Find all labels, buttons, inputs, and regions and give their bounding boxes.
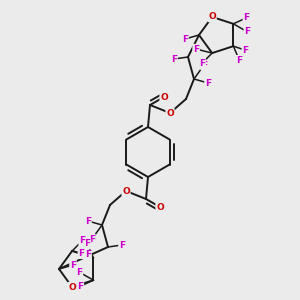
Text: O: O — [156, 202, 164, 211]
Text: F: F — [205, 79, 211, 88]
Text: F: F — [193, 45, 199, 54]
Text: F: F — [243, 13, 249, 22]
Text: F: F — [89, 235, 95, 244]
Text: F: F — [171, 55, 177, 64]
Text: F: F — [79, 236, 85, 245]
Text: F: F — [119, 241, 125, 250]
Text: F: F — [76, 268, 83, 277]
Text: F: F — [78, 249, 84, 258]
Text: F: F — [201, 61, 207, 70]
Text: F: F — [182, 34, 188, 43]
Text: F: F — [84, 239, 90, 248]
Text: F: F — [70, 260, 76, 269]
Text: F: F — [85, 217, 91, 226]
Text: O: O — [160, 92, 168, 101]
Text: O: O — [166, 109, 174, 118]
Text: F: F — [242, 46, 248, 55]
Text: F: F — [236, 56, 242, 65]
Text: F: F — [85, 250, 91, 260]
Text: O: O — [122, 187, 130, 196]
Text: O: O — [208, 12, 216, 21]
Text: O: O — [68, 283, 76, 292]
Text: F: F — [77, 282, 83, 291]
Text: F: F — [199, 58, 205, 68]
Text: F: F — [244, 27, 250, 36]
